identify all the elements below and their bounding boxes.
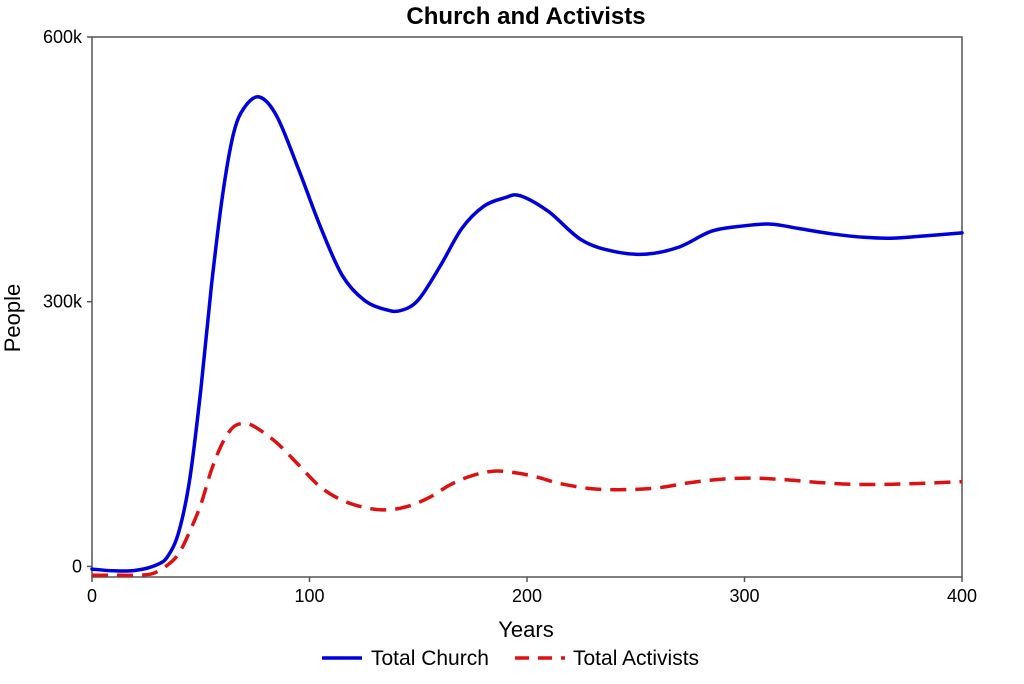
series-layer	[90, 95, 964, 578]
chart-title: Church and Activists	[406, 3, 645, 30]
y-axis-ticks: 0 300k 600k	[43, 27, 92, 576]
legend-label-total-activists: Total Activists	[573, 647, 699, 670]
x-tick-label: 100	[294, 586, 324, 606]
y-tick-label: 300k	[43, 292, 83, 312]
x-axis-ticks: 0 100 200 300 400	[87, 577, 977, 606]
x-tick-label: 300	[729, 586, 759, 606]
y-axis-label: People	[0, 284, 25, 353]
x-tick-label: 0	[87, 586, 97, 606]
x-axis-label: Years	[498, 617, 553, 642]
series-line-total-activists	[92, 421, 963, 578]
legend-label-total-church: Total Church	[371, 647, 489, 670]
y-tick-label: 600k	[43, 27, 83, 47]
series-line-total-church	[90, 95, 964, 573]
plot-frame	[91, 36, 963, 578]
x-tick-label: 200	[512, 586, 542, 606]
y-tick-label: 0	[72, 556, 82, 576]
legend: Total Church Total Activists	[322, 647, 699, 670]
x-tick-label: 400	[947, 586, 977, 606]
